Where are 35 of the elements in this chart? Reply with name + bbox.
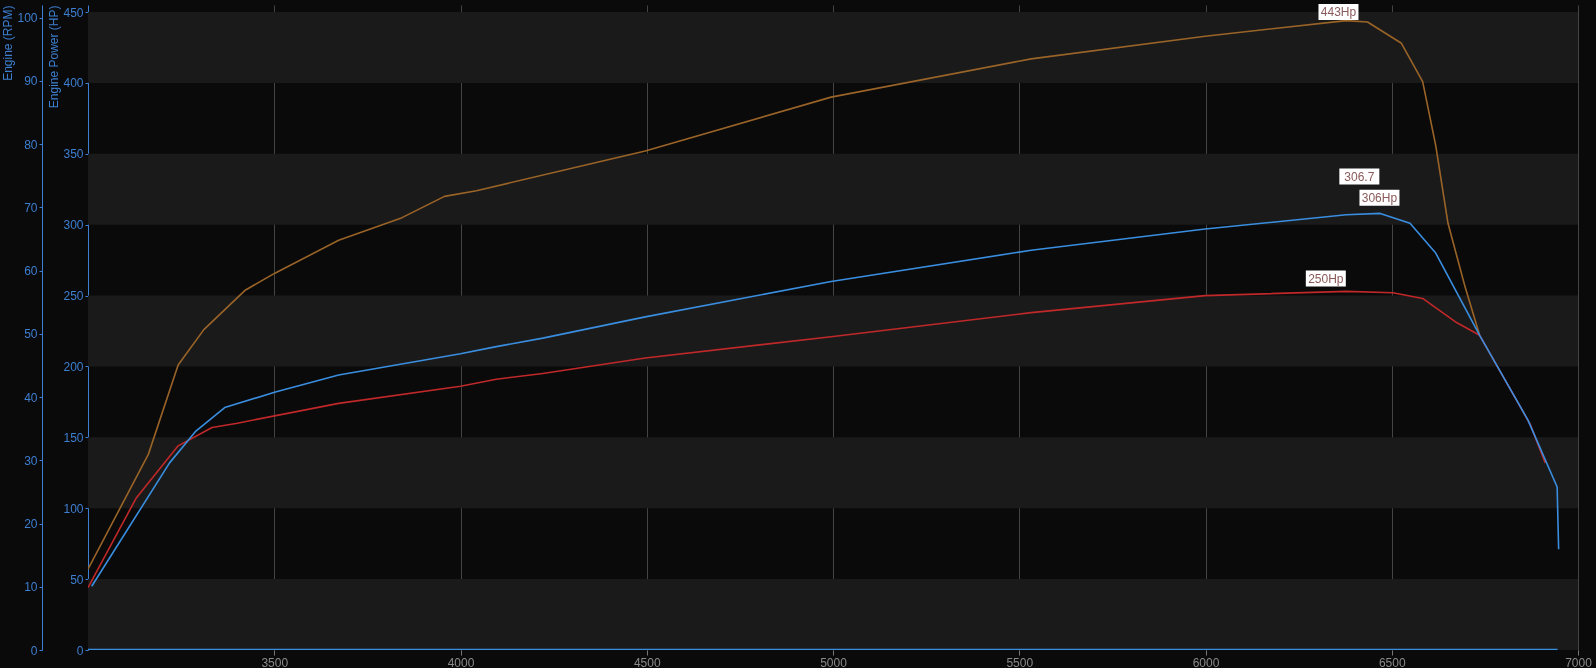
y2-tick-label: 0 [30,643,38,658]
y2-axis-title: Engine (RPM) [1,5,16,81]
y2-tick-label: 40 [24,390,38,405]
y2-tick-label: 30 [24,453,38,468]
x-tick-label: 5500 [1006,655,1034,668]
y-tick-label: 100 [63,501,84,516]
y-tick-label: 0 [76,643,84,658]
y-tick-label: 150 [63,430,84,445]
x-tick-label: 6500 [1378,655,1406,668]
y2-tick-label: 60 [24,264,38,279]
y-tick-label: 350 [63,147,84,162]
y2-tick-label: 90 [24,74,38,89]
y-axis-title: Engine Power (HP) [47,5,62,109]
y-tick-label: 300 [63,218,84,233]
annotation: 306Hp [1361,190,1398,205]
y2-tick-label: 20 [24,517,38,532]
x-tick-label: 6000 [1192,655,1220,668]
y2-tick-label: 80 [24,137,38,152]
y-tick-label: 200 [63,359,84,374]
y-tick-label: 50 [70,572,84,587]
annotation: 443Hp [1320,5,1357,20]
y2-tick-label: 100 [17,11,38,26]
y2-tick-label: 10 [24,580,38,595]
x-tick-label: 4500 [633,655,661,668]
x-tick-label: 4000 [447,655,475,668]
annotation: 306.7 [1344,169,1375,184]
annotation: 250Hp [1308,271,1344,286]
y-tick-label: 400 [63,76,84,91]
x-tick-label: 7000 [1565,655,1593,668]
y2-tick-label: 50 [24,327,38,342]
x-tick-label: 5000 [820,655,848,668]
y-tick-label: 450 [63,5,84,20]
y2-tick-label: 70 [24,200,38,215]
x-tick-label: 3500 [261,655,289,668]
y-tick-label: 250 [63,289,84,304]
